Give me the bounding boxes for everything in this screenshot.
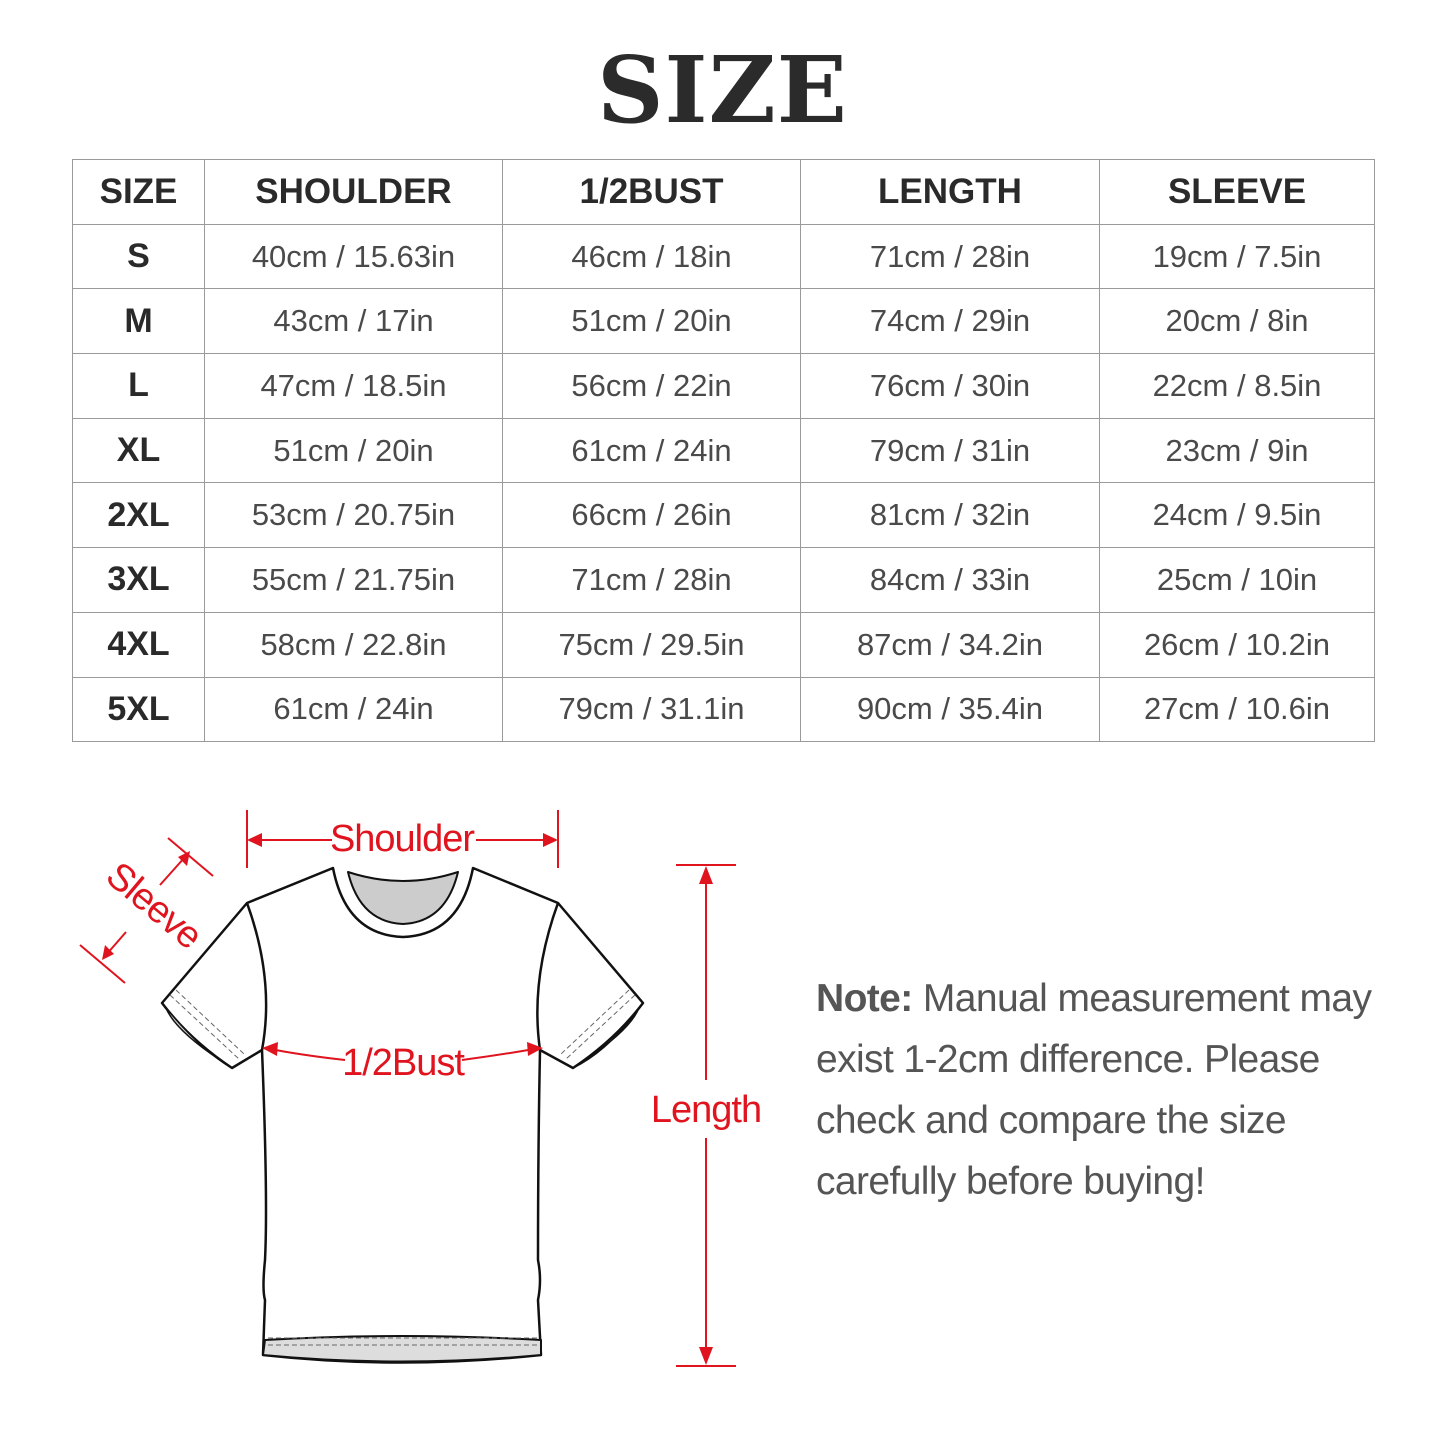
measurement-cell: 90cm / 35.4in bbox=[800, 676, 1100, 743]
measurement-cell: 20cm / 8in bbox=[1099, 288, 1375, 355]
measurement-cell: 26cm / 10.2in bbox=[1099, 611, 1375, 678]
measurement-cell: 43cm / 17in bbox=[204, 288, 503, 355]
measurement-cell: 84cm / 33in bbox=[800, 547, 1100, 613]
measurement-cell: 74cm / 29in bbox=[800, 288, 1100, 355]
measurement-cell: 24cm / 9.5in bbox=[1099, 482, 1375, 549]
shoulder-label: Shoulder bbox=[330, 818, 475, 860]
note-line-3: check and compare the size bbox=[816, 1099, 1287, 1142]
size-cell: L bbox=[72, 353, 205, 419]
table-row: L 47cm / 18.5in 56cm / 22in 76cm / 30in 22cm… bbox=[72, 353, 1375, 419]
measurement-cell: 47cm / 18.5in bbox=[204, 353, 503, 419]
measurement-cell: 71cm / 28in bbox=[502, 547, 801, 613]
measurement-cell: 53cm / 20.75in bbox=[204, 482, 503, 549]
table-header-row: SIZE SHOULDER 1/2BUST LENGTH SLEEVE bbox=[72, 159, 1375, 225]
measurement-cell: 61cm / 24in bbox=[502, 417, 801, 484]
measurement-cell: 61cm / 24in bbox=[204, 676, 503, 743]
note-line-1: Manual measurement may bbox=[922, 977, 1372, 1020]
size-cell: 3XL bbox=[72, 547, 205, 613]
measurement-cell: 56cm / 22in bbox=[502, 353, 801, 419]
header-length: LENGTH bbox=[800, 159, 1100, 225]
page-title: SIZE bbox=[597, 36, 848, 144]
header-sleeve: SLEEVE bbox=[1099, 159, 1375, 225]
note-line-4: carefully before buying! bbox=[816, 1160, 1205, 1203]
bust-label: 1/2Bust bbox=[342, 1042, 465, 1084]
note-line-2: exist 1-2cm difference. Please bbox=[816, 1038, 1320, 1081]
size-cell: 5XL bbox=[72, 676, 205, 743]
measurement-cell: 81cm / 32in bbox=[800, 482, 1100, 549]
size-cell: 4XL bbox=[72, 611, 205, 678]
table-row: 2XL 53cm / 20.75in 66cm / 26in 81cm / 32in 2… bbox=[72, 482, 1375, 549]
measurement-cell: 22cm / 8.5in bbox=[1099, 353, 1375, 419]
measurement-cell: 46cm / 18in bbox=[502, 223, 801, 290]
size-cell: M bbox=[72, 288, 205, 355]
t-shirt-icon bbox=[160, 866, 645, 1364]
note: Note: Manual measurement may exist 1-2cm… bbox=[816, 968, 1372, 1212]
measurement-cell: 55cm / 21.75in bbox=[204, 547, 503, 613]
measurement-cell: 51cm / 20in bbox=[204, 417, 503, 484]
measurement-cell: 40cm / 15.63in bbox=[204, 223, 503, 290]
measurement-cell: 19cm / 7.5in bbox=[1099, 223, 1375, 290]
header-size: SIZE bbox=[72, 159, 205, 225]
size-cell: 2XL bbox=[72, 482, 205, 549]
size-table: SIZE SHOULDER 1/2BUST LENGTH SLEEVE S 40c… bbox=[72, 159, 1375, 743]
measurement-cell: 23cm / 9in bbox=[1099, 417, 1375, 484]
table-row: XL 51cm / 20in 61cm / 24in 79cm / 31in 23cm … bbox=[72, 417, 1375, 484]
measurement-cell: 76cm / 30in bbox=[800, 353, 1100, 419]
measurement-cell: 79cm / 31in bbox=[800, 417, 1100, 484]
measurement-cell: 71cm / 28in bbox=[800, 223, 1100, 290]
table-row: 3XL 55cm / 21.75in 71cm / 28in 84cm / 33in 2… bbox=[72, 547, 1375, 613]
table-row: S 40cm / 15.63in 46cm / 18in 71cm / 28in 19c… bbox=[72, 223, 1375, 290]
size-cell: XL bbox=[72, 417, 205, 484]
size-cell: S bbox=[72, 223, 205, 290]
table-row: M 43cm / 17in 51cm / 20in 74cm / 29in 20cm /… bbox=[72, 288, 1375, 355]
note-label: Note: bbox=[816, 977, 913, 1020]
measurement-cell: 79cm / 31.1in bbox=[502, 676, 801, 743]
measurement-cell: 25cm / 10in bbox=[1099, 547, 1375, 613]
table-row: 5XL 61cm / 24in 79cm / 31.1in 90cm / 35.4in… bbox=[72, 676, 1375, 743]
header-bust: 1/2BUST bbox=[502, 159, 801, 225]
measurement-cell: 51cm / 20in bbox=[502, 288, 801, 355]
measurement-cell: 58cm / 22.8in bbox=[204, 611, 503, 678]
measurement-cell: 66cm / 26in bbox=[502, 482, 801, 549]
measurement-cell: 27cm / 10.6in bbox=[1099, 676, 1375, 743]
measurement-cell: 75cm / 29.5in bbox=[502, 611, 801, 678]
sleeve-label: Sleeve bbox=[98, 854, 209, 957]
length-label: Length bbox=[651, 1089, 761, 1131]
